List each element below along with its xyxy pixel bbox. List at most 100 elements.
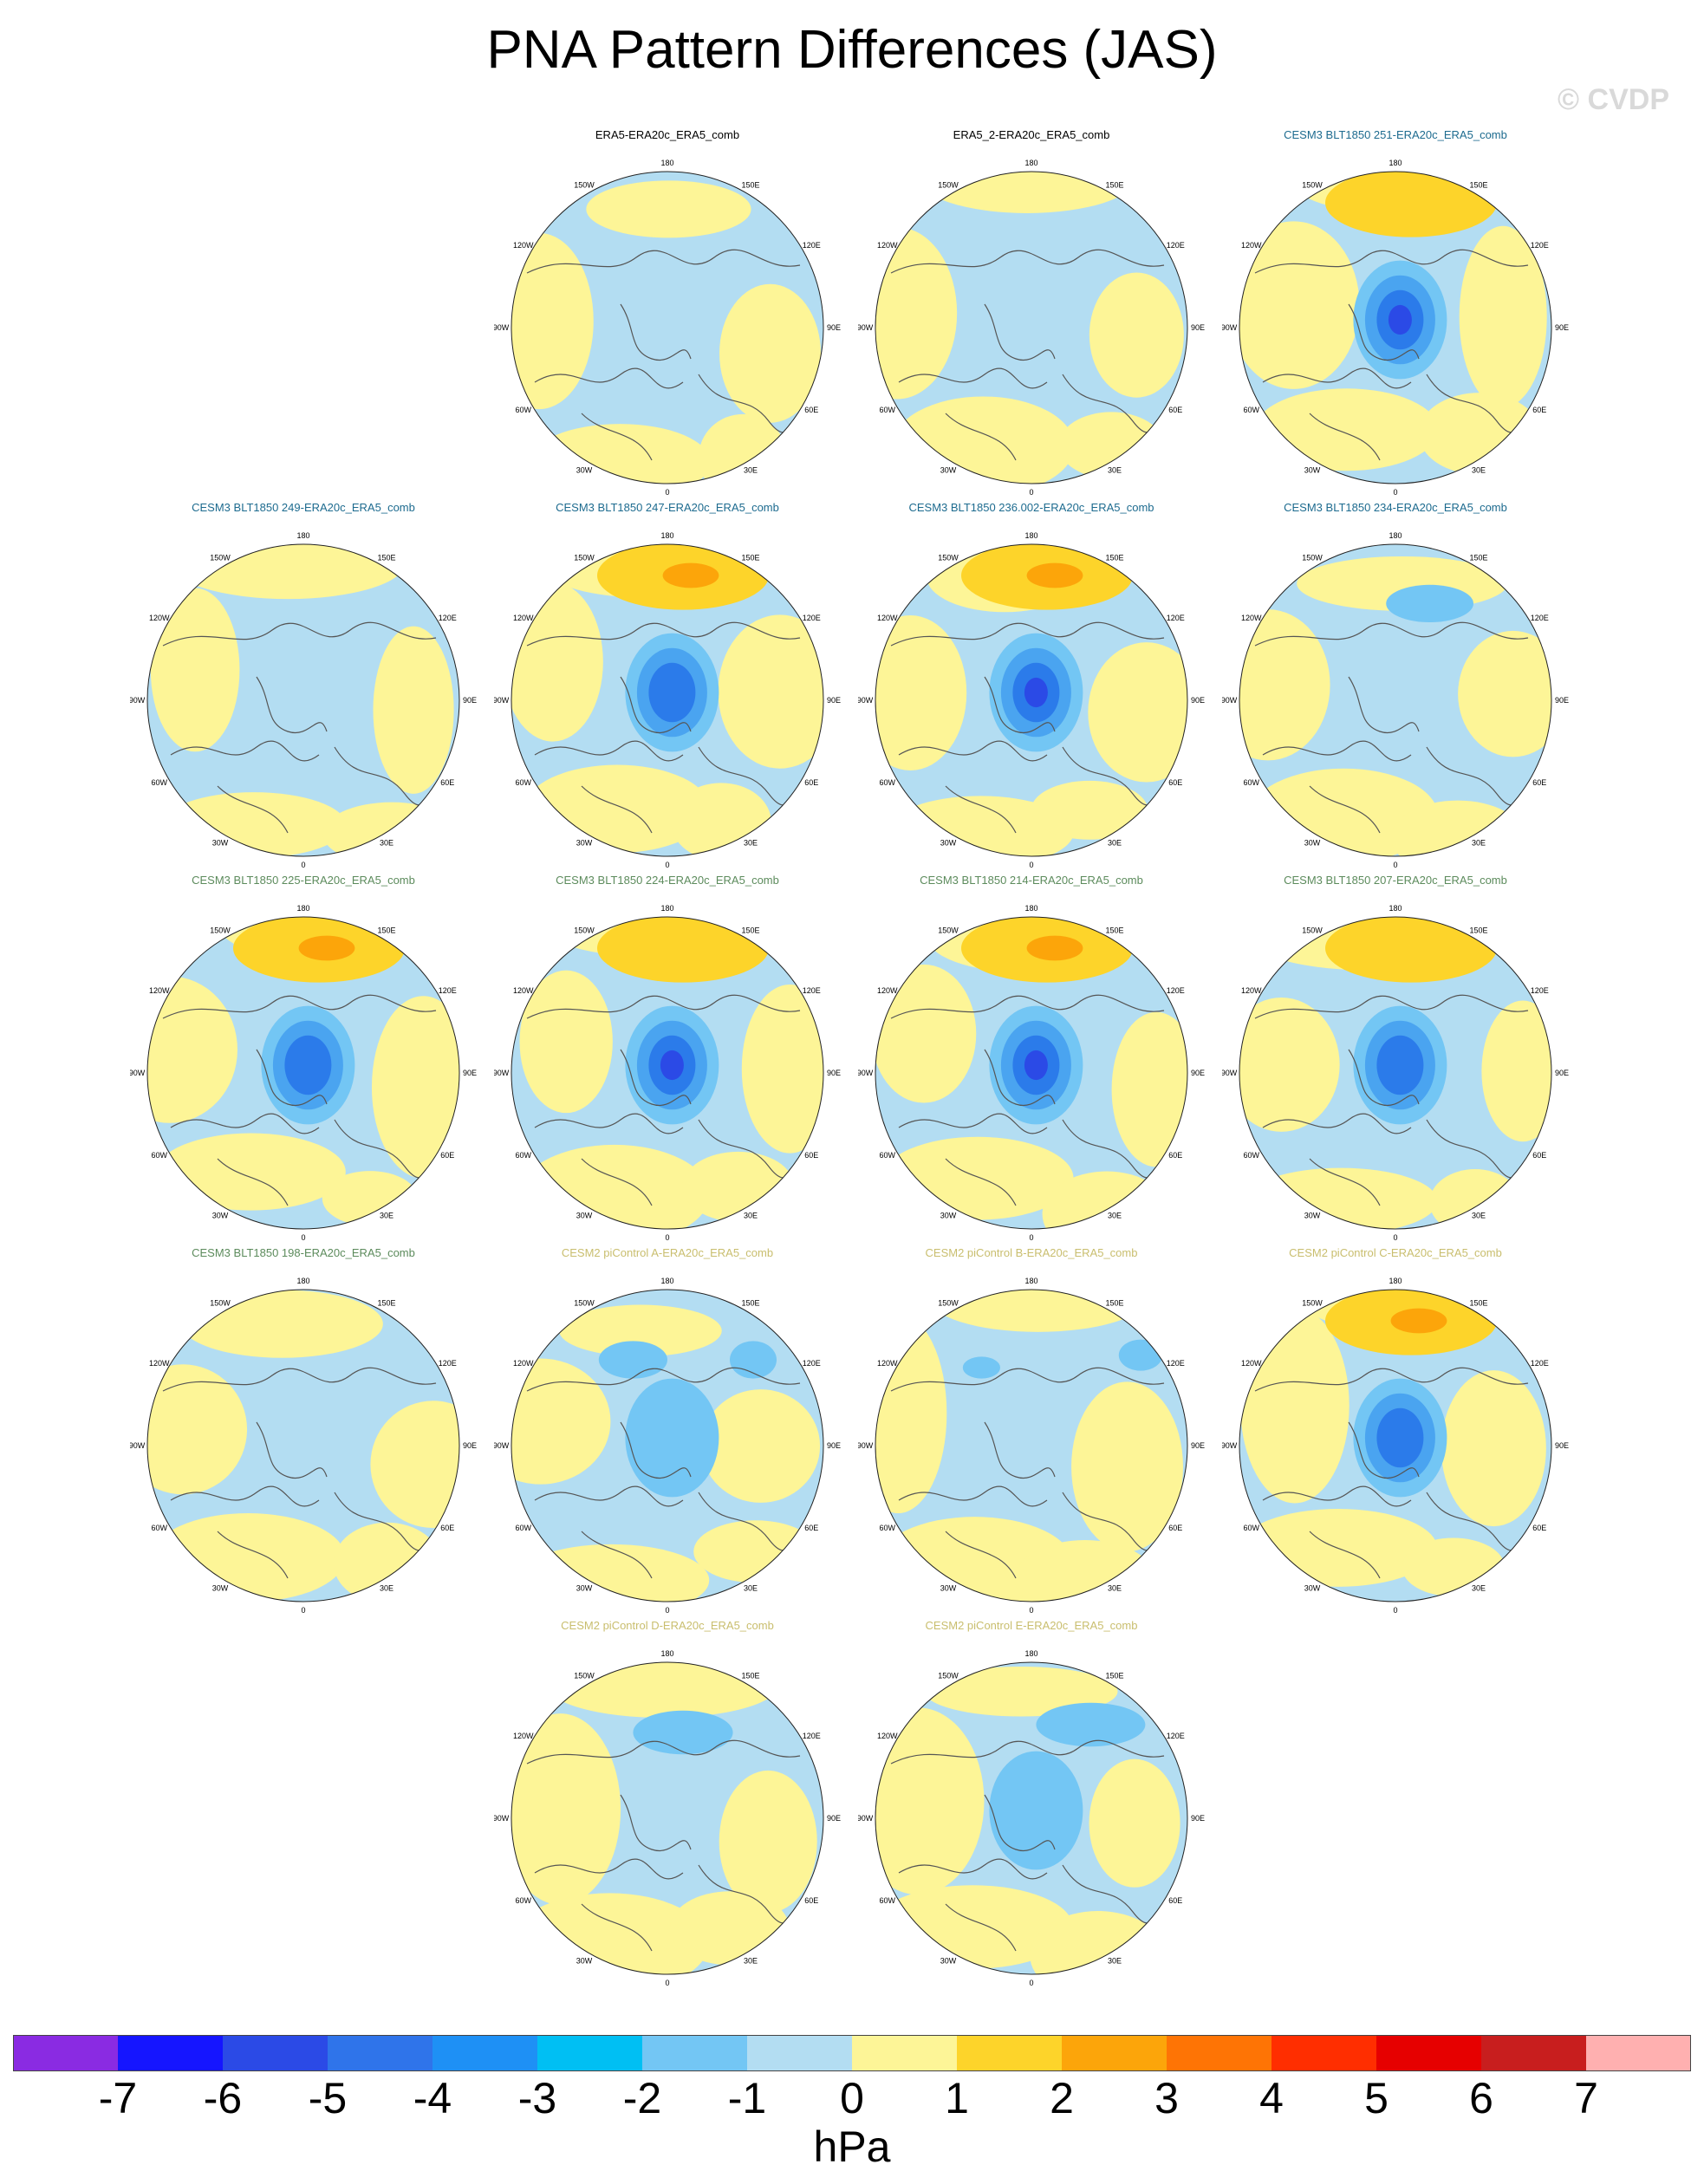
longitude-label: 120W [513,614,534,622]
negative-anomaly [633,1710,733,1755]
positive-anomaly [322,802,459,856]
map-border [875,1289,1188,1602]
coastlines [1254,621,1537,834]
colorbar-tick-label: 2 [1050,2074,1074,2122]
longitude-label: 60E [1168,1524,1182,1532]
polar-map: 180 150E 120E 90E 60E 30E 0 30W 60W 90W 120W 150W [1222,904,1569,1242]
longitude-label: 0 [301,861,305,869]
colorbar-segment [537,2035,643,2071]
longitude-label: 30E [380,1212,393,1220]
low-anomaly [1376,1035,1424,1095]
low-anomaly [284,1035,332,1095]
longitude-label: 30W [940,1957,957,1966]
longitude-label: 90E [1555,696,1569,705]
negative-anomaly [1036,1702,1146,1747]
longitude-label: 180 [1389,531,1402,540]
positive-anomaly [370,1401,459,1529]
positive-anomaly [150,588,240,752]
longitude-label: 180 [1389,159,1402,167]
longitude-label: 90W [1222,696,1238,705]
panel-title: CESM2 piControl D-ERA20c_ERA5_comb [561,1619,774,1632]
panel-title: CESM2 piControl B-ERA20c_ERA5_comb [925,1246,1138,1259]
polar-map: 180 150E 120E 90E 60E 30E 0 30W 60W 90W 120W 150W [494,1649,841,1987]
negative-anomaly [598,1341,667,1379]
longitude-label: 90E [1191,1069,1205,1077]
longitude-label: 90W [130,1069,146,1077]
polar-map: 180 150E 120E 90E 60E 30E 0 30W 60W 90W 120W 150W [130,904,477,1242]
longitude-label: 180 [1024,1649,1037,1658]
longitude-label: 150W [574,926,595,935]
panel-title: CESM2 piControl E-ERA20c_ERA5_comb [925,1619,1138,1632]
map-panel: CESM3 BLT1850 214-ERA20c_ERA5_comb 180 150… [858,874,1205,1246]
longitude-label: 150E [377,554,395,562]
longitude-label: 120E [803,614,821,622]
map-border [511,916,824,1230]
page-title: PNA Pattern Differences (JAS) [486,20,1218,80]
positive-anomaly [373,626,454,794]
polar-map: 180 150E 120E 90E 60E 30E 0 30W 60W 90W 120W 150W [858,1649,1205,1987]
longitude-label: 0 [1029,861,1033,869]
longitude-label: 180 [660,1277,673,1285]
longitude-label: 180 [660,159,673,167]
longitude-label: 120E [1167,614,1185,622]
map-border [1239,171,1552,484]
map-border [1239,543,1552,857]
positive-anomaly [1239,221,1360,389]
longitude-label: 120W [877,614,898,622]
longitude-label: 120W [1241,1359,1262,1368]
longitude-label: 180 [296,531,309,540]
positive-anomaly [1031,780,1148,840]
positive-anomaly [513,1544,710,1602]
longitude-label: 150E [741,1299,759,1308]
colorbar-tick-label: -3 [517,2074,557,2122]
map-border [875,543,1188,857]
longitude-label: 150W [1302,554,1323,562]
longitude-label: 30E [1108,1212,1122,1220]
longitude-label: 60W [515,406,531,414]
longitude-label: 150E [377,1299,395,1308]
colorbar-segment [852,2035,958,2071]
colorbar-segment [957,2035,1063,2071]
positive-anomaly [151,1512,346,1602]
longitude-label: 90E [1191,696,1205,705]
positive-anomaly [875,964,977,1103]
longitude-label: 150W [574,554,595,562]
positive-anomaly [511,1358,611,1485]
positive-anomaly [719,1770,817,1913]
longitude-label: 60E [1168,1896,1182,1905]
longitude-label: 90W [130,696,146,705]
longitude-label: 60W [151,778,167,787]
longitude-label: 30W [212,1212,229,1220]
longitude-label: 30W [1304,839,1321,848]
longitude-label: 120W [1241,241,1262,250]
longitude-label: 60E [1168,406,1182,414]
polar-map: 180 150E 120E 90E 60E 30E 0 30W 60W 90W 120W 150W [494,1277,841,1615]
longitude-label: 60E [804,778,818,787]
positive-anomaly [701,1389,821,1503]
map-border [875,171,1188,484]
longitude-label: 0 [1029,1606,1033,1615]
longitude-label: 90W [858,1441,874,1450]
panel-title: CESM3 BLT1850 207-ERA20c_ERA5_comb [1284,874,1507,887]
colorbar-tick-label: -2 [622,2074,662,2122]
colorbar-segment [747,2035,853,2071]
positive-anomaly [1089,1758,1180,1888]
longitude-label: 180 [296,1277,309,1285]
longitude-label: 30E [1472,839,1486,848]
colorbar-segment [328,2035,433,2071]
longitude-label: 90W [494,696,510,705]
longitude-label: 60E [804,1151,818,1160]
positive-anomaly [511,1713,621,1905]
positive-anomaly [875,1313,947,1514]
colorbar-tick-label: -1 [727,2074,767,2122]
positive-anomaly [1418,393,1541,475]
longitude-label: 30E [744,839,758,848]
map-panel: ERA5_2-ERA20c_ERA5_comb 180 150E 120E 90E 60E… [858,128,1205,501]
panel-title: CESM3 BLT1850 224-ERA20c_ERA5_comb [556,874,779,887]
longitude-label: 150E [741,1672,759,1680]
longitude-label: 120W [877,241,898,250]
longitude-label: 120E [439,986,457,995]
longitude-label: 120W [1241,986,1262,995]
longitude-label: 60E [804,1896,818,1905]
positive-anomaly [875,227,958,400]
